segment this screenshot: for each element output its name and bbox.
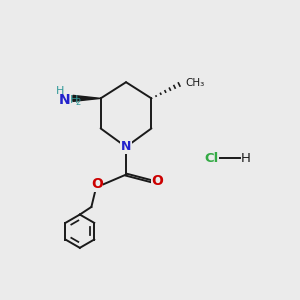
Text: O: O (91, 177, 103, 191)
Text: H: H (56, 86, 64, 96)
Text: 2: 2 (75, 98, 80, 106)
Polygon shape (73, 95, 100, 101)
Text: H: H (69, 95, 78, 105)
Text: N: N (58, 93, 70, 107)
Text: O: O (152, 174, 164, 188)
Text: CH₃: CH₃ (185, 78, 204, 88)
Text: H: H (241, 152, 251, 165)
Text: N: N (121, 140, 131, 153)
Text: Cl: Cl (204, 152, 219, 165)
